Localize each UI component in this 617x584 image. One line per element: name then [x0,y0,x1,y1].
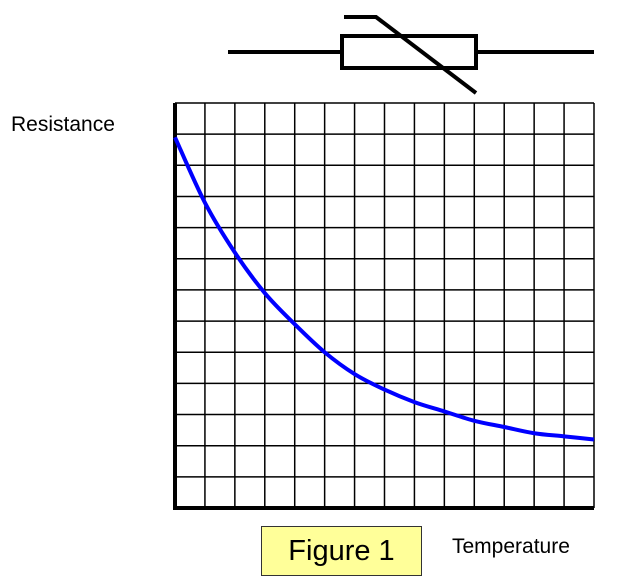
x-axis-label: Temperature [452,535,570,558]
thermistor-symbol-icon [228,15,594,95]
y-axis-label: Resistance [11,113,115,136]
axes [173,103,594,510]
resistance-curve [173,136,595,442]
figure-caption: Figure 1 [261,526,422,576]
grid [175,102,595,508]
